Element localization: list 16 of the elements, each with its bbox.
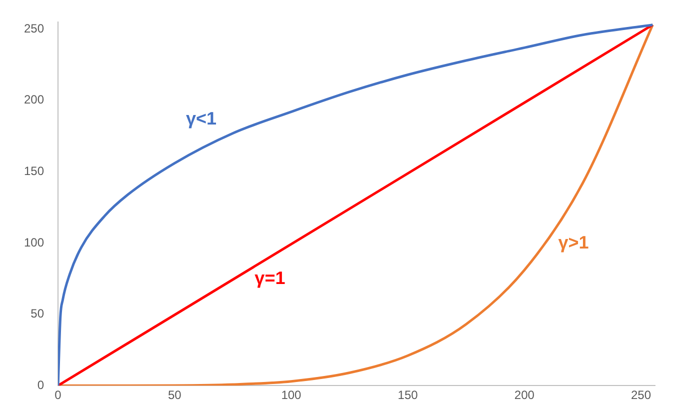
x-tick-label: 0 — [54, 388, 62, 402]
x-tick-label: 50 — [168, 388, 182, 402]
x-tick-label: 150 — [398, 388, 418, 402]
y-tick-label: 100 — [24, 235, 44, 250]
line-series — [58, 24, 654, 386]
x-tick-label: 250 — [630, 388, 652, 402]
y-tick-label: 0 — [37, 378, 44, 392]
x-tick-label: 100 — [281, 388, 302, 402]
y-tick-label: 250 — [24, 21, 44, 36]
y-tick-label: 50 — [30, 306, 44, 321]
series-label: γ=1 — [254, 268, 286, 288]
series-label: γ<1 — [186, 108, 217, 128]
y-tick-label: 200 — [24, 92, 44, 107]
series-label: γ>1 — [558, 232, 589, 253]
x-tick-label: 200 — [514, 388, 535, 402]
y-tick-label: 150 — [24, 164, 44, 178]
